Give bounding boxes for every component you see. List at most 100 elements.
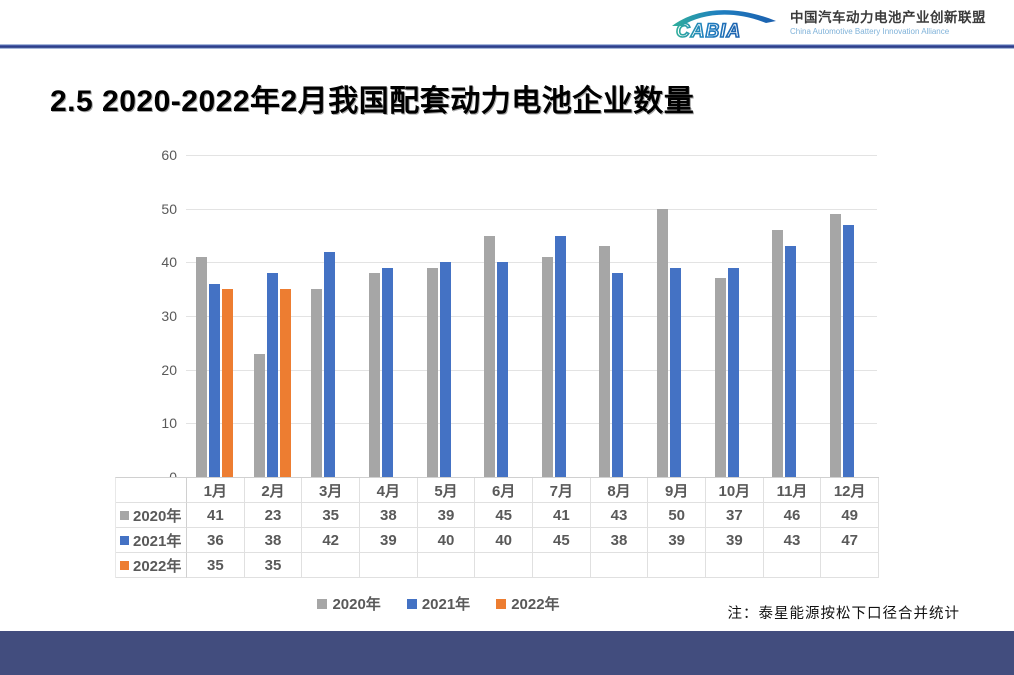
- bar-group: [416, 155, 474, 477]
- x-axis-label: 2月: [244, 478, 303, 503]
- table-value-cell: 36: [187, 528, 245, 553]
- table-row-key: 2021年: [116, 528, 187, 553]
- header-divider: [0, 44, 1014, 49]
- legend-label: 2022年: [511, 596, 560, 613]
- gridline: [186, 262, 877, 264]
- y-tick-label: 40: [161, 254, 177, 271]
- bar-2021年-11月: [785, 246, 797, 477]
- x-axis-label: 9月: [648, 478, 706, 503]
- bar-group: [589, 155, 647, 477]
- table-value-cell: 35: [187, 553, 245, 578]
- bar-2021年-4月: [382, 267, 394, 477]
- bar-2021年-8月: [612, 273, 624, 477]
- gridline: [186, 369, 877, 371]
- legend-key-icon: [120, 535, 129, 545]
- bar-2021年-1月: [209, 283, 221, 477]
- table-value-cell: 43: [763, 528, 822, 553]
- table-value-cell: [533, 553, 591, 578]
- x-axis-label: 1月: [187, 478, 245, 503]
- legend-label: 2020年: [332, 596, 381, 613]
- table-value-cell: 45: [475, 503, 533, 528]
- table-value-cell: 45: [533, 528, 591, 553]
- table-value-cell: 46: [763, 503, 822, 528]
- y-tick-label: 30: [161, 308, 177, 324]
- bar-group: [762, 155, 820, 477]
- bar-2021年-3月: [324, 251, 336, 477]
- table-value-cell: 23: [244, 503, 303, 528]
- legend-swatch-icon: [406, 598, 417, 609]
- data-table: 1月 2月 3月 4月 5月 6月 7月 8月 9月 10月 11月 12月 2020年 41 23 35 38…: [115, 477, 879, 578]
- gridline: [186, 208, 877, 210]
- bar-2021年-2月: [266, 273, 278, 477]
- legend-item: 2020年: [317, 593, 381, 614]
- table-row-key: 2022年: [116, 553, 187, 578]
- bar-2020年-8月: [599, 246, 611, 477]
- footer-bar: [0, 631, 1014, 675]
- bar-2021年-12月: [842, 224, 854, 477]
- bar-group: [186, 155, 244, 477]
- legend-swatch-icon: [496, 598, 507, 609]
- y-tick-label: 60: [161, 147, 177, 163]
- bar-group: [647, 155, 705, 477]
- bar-group: [474, 155, 532, 477]
- table-row-label: 2021年: [133, 532, 182, 550]
- bar-2021年-6月: [497, 262, 509, 477]
- table-value-cell: 42: [302, 528, 360, 553]
- cabia-logo-text: CABIA: [676, 21, 741, 42]
- cabia-logo: CABIA 中国汽车动力电池产业创新联盟 China Automotive Ba…: [668, 4, 986, 42]
- table-value-cell: 50: [648, 503, 706, 528]
- table-value-cell: [302, 553, 360, 578]
- bar-2020年-5月: [426, 267, 438, 477]
- table-value-cell: 41: [533, 503, 591, 528]
- chart-legend: 2020年 2021年 2022年: [0, 593, 877, 614]
- bar-2020年-9月: [656, 208, 668, 477]
- bar-2021年-5月: [439, 262, 451, 477]
- bar-2020年-2月: [253, 353, 265, 477]
- y-tick-label: 20: [161, 361, 177, 378]
- table-value-cell: 40: [417, 528, 476, 553]
- table-value-cell: 39: [417, 503, 476, 528]
- x-axis-label: 5月: [417, 478, 476, 503]
- table-value-cell: [648, 553, 706, 578]
- table-value-cell: 40: [475, 528, 533, 553]
- table-value-cell: 47: [821, 528, 879, 553]
- bar-2020年-6月: [484, 235, 496, 477]
- y-tick-label: 10: [161, 415, 177, 432]
- table-value-cell: [360, 553, 418, 578]
- bar-2020年-1月: [196, 256, 208, 477]
- x-axis-label: 3月: [302, 478, 360, 503]
- bar-group: [301, 155, 359, 477]
- table-value-cell: 49: [821, 503, 879, 528]
- header: CABIA 中国汽车动力电池产业创新联盟 China Automotive Ba…: [0, 0, 1014, 44]
- table-value-cell: 35: [244, 553, 303, 578]
- table-value-cell: 39: [648, 528, 706, 553]
- table-value-cell: [763, 553, 822, 578]
- y-tick-label: 50: [161, 200, 177, 217]
- bar-2020年-11月: [772, 230, 784, 477]
- table-value-cell: 38: [360, 503, 418, 528]
- bar-group: [532, 155, 590, 477]
- table-value-cell: [821, 553, 879, 578]
- org-names: 中国汽车动力电池产业创新联盟 China Automotive Battery …: [790, 10, 986, 37]
- bar-2021年-9月: [669, 267, 681, 477]
- org-name-cn: 中国汽车动力电池产业创新联盟: [790, 9, 986, 25]
- table-value-cell: 39: [360, 528, 418, 553]
- org-name-en: China Automotive Battery Innovation Alli…: [790, 27, 950, 37]
- table-corner-cell: [116, 478, 187, 503]
- table-value-cell: 37: [706, 503, 764, 528]
- table-value-cell: 38: [244, 528, 303, 553]
- bar-2021年-10月: [727, 267, 739, 477]
- table-value-cell: 38: [590, 528, 649, 553]
- bar-2022年-2月: [279, 289, 291, 477]
- table-row-label: 2020年: [133, 507, 182, 525]
- bar-2020年-4月: [369, 273, 381, 477]
- bar-2022年-1月: [222, 289, 234, 477]
- legend-key-icon: [120, 510, 129, 520]
- x-axis-label: 8月: [590, 478, 649, 503]
- table-row-key: 2020年: [116, 503, 187, 528]
- plot-area: [186, 155, 877, 477]
- footnote: 注：泰星能源按松下口径合并统计: [727, 606, 960, 622]
- gridline: [186, 155, 877, 156]
- table-value-cell: 35: [302, 503, 360, 528]
